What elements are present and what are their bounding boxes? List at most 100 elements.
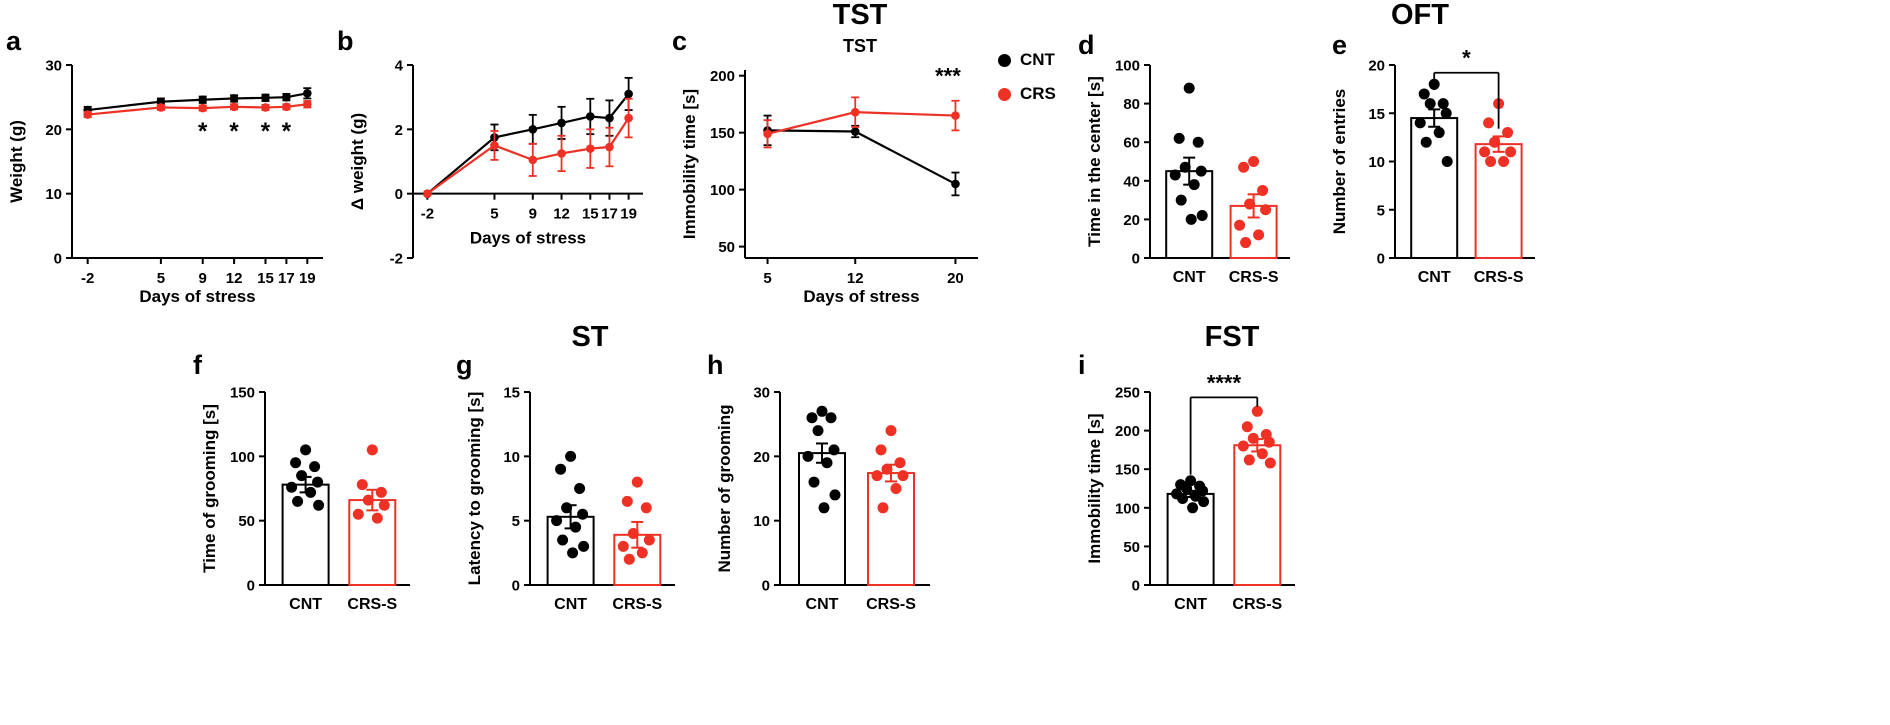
panel-letter-h: h bbox=[707, 350, 724, 380]
svg-text:CNT: CNT bbox=[289, 596, 322, 613]
svg-text:50: 50 bbox=[238, 513, 255, 530]
svg-text:0: 0 bbox=[1132, 578, 1140, 595]
panel-d-chart: 0 20 40 60 80 100 Time in the center [s] CNT CRS… bbox=[1065, 25, 1315, 310]
svg-text:100: 100 bbox=[1115, 500, 1140, 517]
svg-text:17: 17 bbox=[601, 206, 618, 223]
section-title-tst: TST bbox=[832, 0, 888, 31]
svg-text:*: * bbox=[1462, 46, 1471, 71]
panel-c-chart: 50 100 150 200 Immobility time [s] 5 12 20 Days … bbox=[660, 25, 990, 310]
section-title-oft: OFT bbox=[1391, 0, 1449, 31]
svg-text:4: 4 bbox=[395, 58, 404, 75]
panel-letter-c: c bbox=[672, 26, 688, 56]
svg-text:5: 5 bbox=[763, 270, 771, 287]
svg-text:5: 5 bbox=[490, 206, 498, 223]
legend-item-crs: CRS bbox=[998, 84, 1056, 104]
svg-text:10: 10 bbox=[503, 449, 520, 466]
svg-text:12: 12 bbox=[847, 270, 864, 287]
panel-i-chart: 0 50 100 150 200 250 Immobility time [s] CNT CRS… bbox=[1065, 352, 1325, 637]
svg-text:-2: -2 bbox=[390, 251, 403, 268]
svg-text:0: 0 bbox=[1132, 251, 1140, 268]
panel-g-chart: 0 5 10 15 Latency to grooming [s] CNT CRS-S bbox=[445, 352, 705, 637]
svg-text:CNT: CNT bbox=[554, 596, 587, 613]
svg-text:Δ weight (g): Δ weight (g) bbox=[348, 113, 367, 210]
svg-text:0: 0 bbox=[1377, 251, 1385, 268]
panel-e-chart: 0 5 10 15 20 Number of entries CNT CRS-S * bbox=[1320, 25, 1565, 310]
legend-item-cnt: CNT bbox=[998, 50, 1056, 70]
svg-text:15: 15 bbox=[257, 270, 274, 287]
svg-text:150: 150 bbox=[230, 385, 255, 402]
cnt-marker-icon bbox=[998, 53, 1011, 67]
legend-label-cnt: CNT bbox=[1020, 50, 1055, 69]
svg-text:Immobility time [s]: Immobility time [s] bbox=[1085, 413, 1104, 563]
svg-text:20: 20 bbox=[1368, 58, 1385, 75]
panel-letter-d: d bbox=[1078, 30, 1095, 60]
svg-text:Weight (g): Weight (g) bbox=[7, 120, 26, 203]
panel-a-chart: 0 10 20 30 Weight (g) -2 5 9 12 15 17 19 Days of str… bbox=[0, 25, 335, 310]
svg-text:2: 2 bbox=[395, 122, 403, 139]
svg-text:20: 20 bbox=[947, 270, 964, 287]
tst-legend: CNT CRS bbox=[998, 50, 1056, 104]
panel-letter-a: a bbox=[6, 26, 22, 56]
svg-text:Number of grooming: Number of grooming bbox=[715, 404, 734, 572]
svg-text:*: * bbox=[229, 118, 239, 145]
svg-text:15: 15 bbox=[582, 206, 599, 223]
svg-text:100: 100 bbox=[1115, 58, 1140, 75]
crs-marker-icon bbox=[998, 87, 1011, 101]
svg-text:0: 0 bbox=[762, 578, 770, 595]
panel-letter-b: b bbox=[337, 26, 354, 56]
svg-text:20: 20 bbox=[753, 449, 770, 466]
panel-c-title: TST bbox=[843, 36, 877, 56]
svg-text:150: 150 bbox=[710, 125, 735, 142]
svg-text:150: 150 bbox=[1115, 462, 1140, 479]
svg-text:40: 40 bbox=[1123, 173, 1140, 190]
section-title-st: ST bbox=[571, 321, 609, 353]
svg-text:Days of stress: Days of stress bbox=[139, 287, 255, 306]
svg-text:15: 15 bbox=[1368, 106, 1385, 123]
svg-text:Latency to grooming [s]: Latency to grooming [s] bbox=[465, 392, 484, 586]
svg-text:250: 250 bbox=[1115, 385, 1140, 402]
svg-text:0: 0 bbox=[247, 578, 255, 595]
svg-text:*: * bbox=[198, 118, 208, 145]
svg-text:CNT: CNT bbox=[806, 596, 839, 613]
panel-letter-g: g bbox=[456, 350, 473, 380]
svg-text:Days of stress: Days of stress bbox=[803, 287, 919, 306]
svg-text:5: 5 bbox=[157, 270, 165, 287]
svg-text:0: 0 bbox=[512, 578, 520, 595]
svg-text:Time of grooming [s]: Time of grooming [s] bbox=[200, 404, 219, 573]
svg-text:80: 80 bbox=[1123, 96, 1140, 113]
panel-f-chart: 0 50 100 150 Time of grooming [s] CNT CRS-S bbox=[180, 352, 440, 637]
svg-text:CRS-S: CRS-S bbox=[612, 596, 662, 613]
svg-text:12: 12 bbox=[553, 206, 570, 223]
svg-text:10: 10 bbox=[753, 513, 770, 530]
svg-text:0: 0 bbox=[54, 251, 62, 268]
svg-text:30: 30 bbox=[753, 385, 770, 402]
svg-text:100: 100 bbox=[710, 182, 735, 199]
panel-h-chart: 0 10 20 30 Number of grooming CNT CRS-S bbox=[695, 352, 960, 637]
panel-letter-f: f bbox=[193, 350, 202, 380]
svg-text:20: 20 bbox=[1123, 212, 1140, 229]
legend-label-crs: CRS bbox=[1020, 84, 1056, 103]
svg-text:20: 20 bbox=[45, 122, 62, 139]
svg-text:9: 9 bbox=[199, 270, 207, 287]
svg-text:50: 50 bbox=[1123, 539, 1140, 556]
svg-text:10: 10 bbox=[1368, 154, 1385, 171]
svg-text:CNT: CNT bbox=[1418, 269, 1451, 286]
svg-text:-2: -2 bbox=[421, 206, 434, 223]
svg-text:CRS-S: CRS-S bbox=[1474, 269, 1524, 286]
svg-text:Immobility time [s]: Immobility time [s] bbox=[680, 89, 699, 239]
svg-text:Time in the center [s]: Time in the center [s] bbox=[1085, 76, 1104, 247]
section-title-fst: FST bbox=[1204, 321, 1260, 353]
panel-letter-e: e bbox=[1332, 30, 1348, 60]
svg-text:Days of stress: Days of stress bbox=[470, 229, 586, 248]
svg-text:CRS-S: CRS-S bbox=[1232, 596, 1282, 613]
svg-text:CRS-S: CRS-S bbox=[866, 596, 916, 613]
svg-text:-2: -2 bbox=[81, 270, 94, 287]
svg-text:CNT: CNT bbox=[1174, 596, 1207, 613]
svg-text:17: 17 bbox=[278, 270, 295, 287]
svg-text:15: 15 bbox=[503, 385, 520, 402]
svg-text:12: 12 bbox=[226, 270, 243, 287]
panel-b-chart: -2 0 2 4 Δ weight (g) -2 5 9 12 15 17 19 Days of str… bbox=[335, 25, 657, 310]
panel-letter-i: i bbox=[1078, 350, 1086, 380]
svg-text:200: 200 bbox=[710, 68, 735, 85]
